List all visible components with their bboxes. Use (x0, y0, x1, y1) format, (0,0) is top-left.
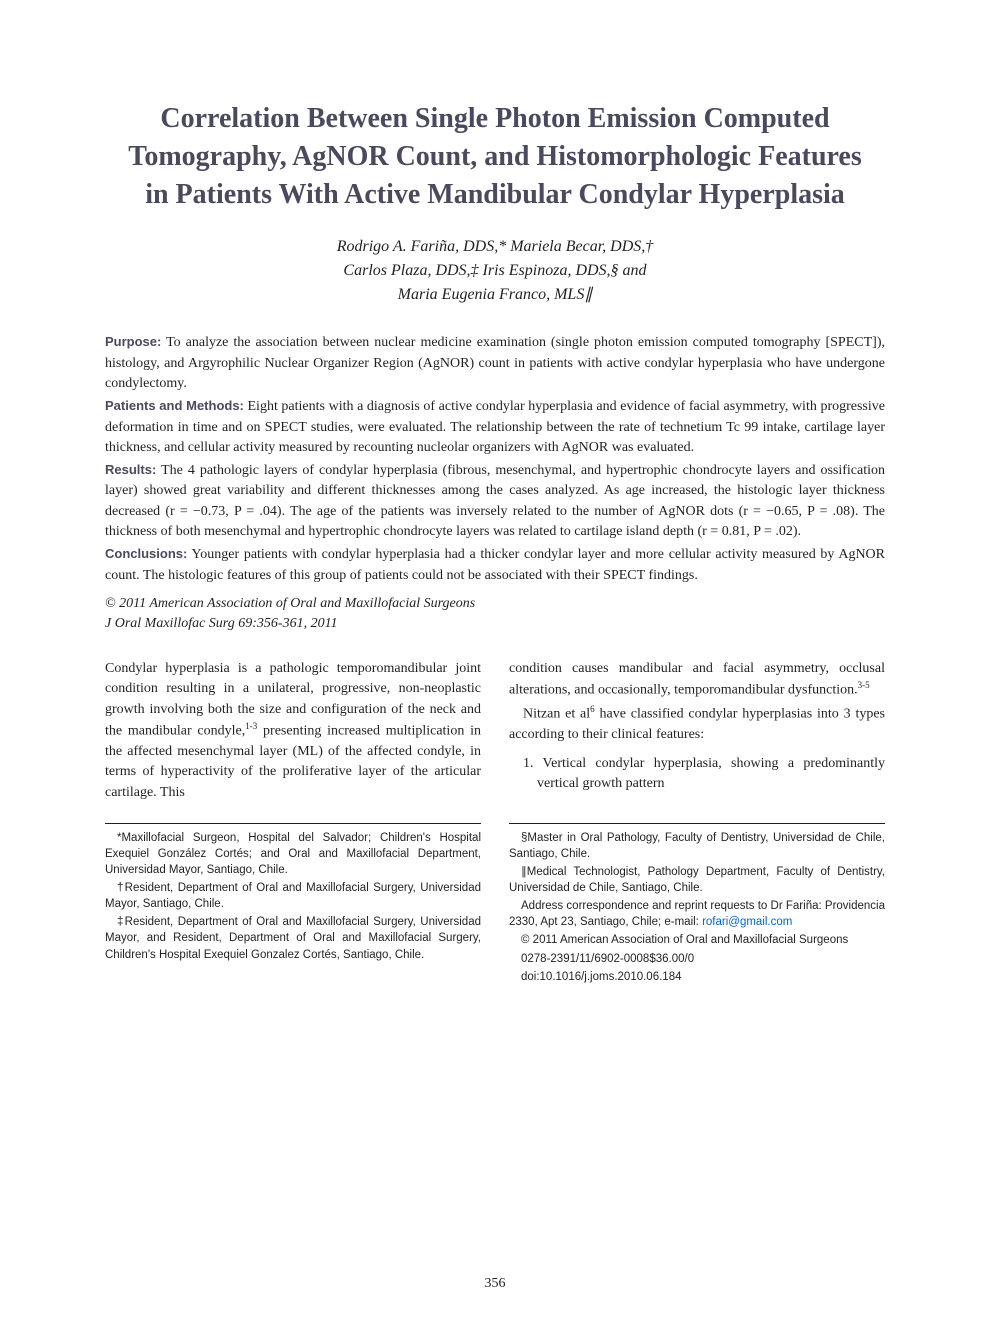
journal-citation: J Oral Maxillofac Surg 69:356-361, 2011 (105, 614, 885, 634)
authors-line: Maria Eugenia Franco, MLS∥ (185, 283, 805, 307)
correspondence-text: Address correspondence and reprint reque… (509, 900, 885, 928)
body-column-left: Condylar hyperplasia is a pathologic tem… (105, 659, 481, 805)
footnotes-block: *Maxillofacial Surgeon, Hospital del Sal… (105, 823, 885, 987)
numbered-list-item: 1. Vertical condylar hyperplasia, showin… (509, 754, 885, 795)
footnote-column-left: *Maxillofacial Surgeon, Hospital del Sal… (105, 823, 481, 987)
copyright-block: © 2011 American Association of Oral and … (105, 594, 885, 633)
abstract-label: Conclusions: (105, 546, 187, 561)
abstract-label: Results: (105, 462, 156, 477)
authors-line: Rodrigo A. Fariña, DDS,* Mariela Becar, … (185, 235, 805, 259)
abstract-block: Purpose: To analyze the association betw… (105, 333, 885, 586)
abstract-label: Purpose: (105, 334, 161, 349)
abstract-text: The 4 pathologic layers of condylar hype… (105, 463, 885, 539)
abstract-conclusions: Conclusions: Younger patients with condy… (105, 545, 885, 586)
copyright-line: © 2011 American Association of Oral and … (105, 594, 885, 614)
abstract-methods: Patients and Methods: Eight patients wit… (105, 397, 885, 458)
abstract-text: To analyze the association between nucle… (105, 335, 885, 391)
abstract-text: Younger patients with condylar hyperplas… (105, 547, 885, 582)
footnote-item: §Master in Oral Pathology, Faculty of De… (509, 830, 885, 862)
footnote-column-right: §Master in Oral Pathology, Faculty of De… (509, 823, 885, 987)
footnote-item: ∥Medical Technologist, Pathology Departm… (509, 864, 885, 896)
footnote-correspondence: Address correspondence and reprint reque… (509, 898, 885, 930)
footnote-item: 0278-2391/11/6902-0008$36.00/0 (509, 951, 885, 967)
email-link[interactable]: rofari@gmail.com (702, 916, 792, 928)
body-text: condition causes mandibular and facial a… (509, 661, 885, 698)
footnote-item: © 2011 American Association of Oral and … (509, 932, 885, 948)
abstract-label: Patients and Methods: (105, 398, 244, 413)
page-number: 356 (0, 1276, 990, 1292)
citation-superscript: 1-3 (245, 721, 257, 731)
body-paragraph: condition causes mandibular and facial a… (509, 659, 885, 701)
article-title: Correlation Between Single Photon Emissi… (105, 100, 885, 213)
citation-superscript: 3-5 (858, 680, 870, 690)
body-paragraph: Condylar hyperplasia is a pathologic tem… (105, 659, 481, 803)
body-columns: Condylar hyperplasia is a pathologic tem… (105, 659, 885, 805)
footnote-item: †Resident, Department of Oral and Maxill… (105, 880, 481, 912)
authors-block: Rodrigo A. Fariña, DDS,* Mariela Becar, … (105, 235, 885, 307)
body-paragraph: Nitzan et al6 have classified condylar h… (509, 703, 885, 745)
footnote-doi: doi:10.1016/j.joms.2010.06.184 (509, 969, 885, 985)
footnote-item: ‡Resident, Department of Oral and Maxill… (105, 914, 481, 962)
footnote-item: *Maxillofacial Surgeon, Hospital del Sal… (105, 830, 481, 878)
body-column-right: condition causes mandibular and facial a… (509, 659, 885, 805)
body-text: Nitzan et al (523, 707, 590, 722)
abstract-purpose: Purpose: To analyze the association betw… (105, 333, 885, 394)
authors-line: Carlos Plaza, DDS,‡ Iris Espinoza, DDS,§… (185, 259, 805, 283)
abstract-results: Results: The 4 pathologic layers of cond… (105, 461, 885, 542)
